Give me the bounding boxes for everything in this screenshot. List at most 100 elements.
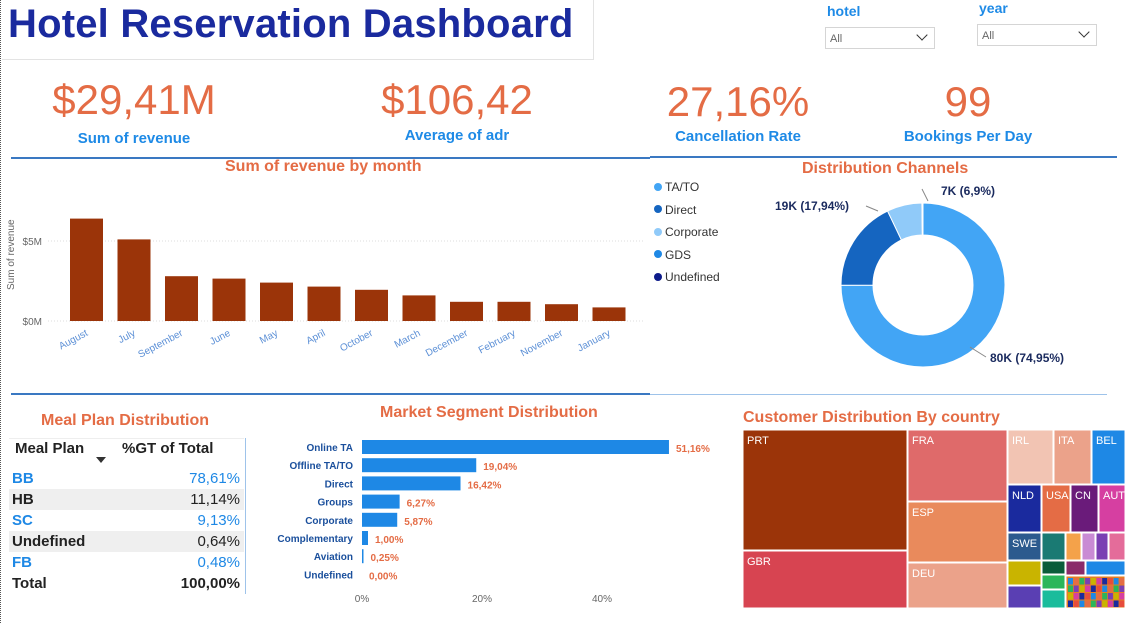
revenue-bar[interactable]	[70, 218, 103, 321]
segment-bar[interactable]	[362, 458, 477, 473]
treemap-cell[interactable]	[1090, 585, 1096, 593]
table-row[interactable]: FB 0,48%	[9, 552, 244, 573]
treemap-cell[interactable]	[1107, 593, 1113, 600]
treemap-cell[interactable]	[1007, 430, 1054, 485]
revenue-bar[interactable]	[307, 286, 341, 321]
revenue-bar[interactable]	[592, 307, 626, 321]
hotel-filter-dropdown[interactable]: All	[825, 27, 935, 49]
meal-plan-column-header[interactable]: Meal Plan	[15, 440, 85, 457]
treemap-cell[interactable]	[1108, 532, 1125, 561]
table-row[interactable]: HB 11,14%	[9, 489, 244, 510]
treemap-cell[interactable]	[1102, 585, 1108, 593]
treemap-cell[interactable]	[1113, 593, 1119, 600]
revenue-bar[interactable]	[402, 295, 436, 321]
treemap-cell[interactable]	[1113, 600, 1119, 608]
treemap-cell[interactable]	[1079, 578, 1085, 585]
revenue-bar[interactable]	[260, 282, 293, 321]
treemap-cell[interactable]	[1085, 578, 1091, 585]
treemap-cell[interactable]	[1053, 430, 1092, 485]
treemap-cell[interactable]	[1085, 560, 1125, 576]
table-row[interactable]: SC 9,13%	[9, 510, 244, 531]
treemap-cell[interactable]	[1090, 593, 1096, 600]
segment-bar[interactable]	[362, 512, 398, 527]
segment-bar[interactable]	[362, 531, 368, 545]
treemap-cell[interactable]	[1113, 578, 1119, 585]
treemap-cell[interactable]	[1119, 600, 1125, 608]
treemap-cell[interactable]	[1068, 585, 1073, 593]
segment-bar[interactable]	[362, 476, 461, 491]
treemap-cell[interactable]	[907, 501, 1008, 563]
treemap-cell[interactable]	[1085, 593, 1091, 600]
revenue-bar[interactable]	[545, 304, 578, 321]
treemap-cell[interactable]	[1065, 560, 1086, 576]
revenue-bar[interactable]	[117, 239, 151, 321]
treemap-cell[interactable]	[1085, 600, 1091, 608]
revenue-bar[interactable]	[450, 301, 483, 321]
treemap-cell[interactable]	[1090, 600, 1096, 608]
treemap-cell[interactable]	[1079, 593, 1085, 600]
treemap-cell[interactable]	[1068, 578, 1073, 585]
treemap-cell[interactable]	[1102, 578, 1108, 585]
treemap-cell[interactable]	[1096, 578, 1102, 585]
revenue-bar[interactable]	[497, 301, 531, 321]
treemap-cell[interactable]	[1041, 484, 1071, 533]
segment-bar[interactable]	[362, 440, 669, 454]
treemap-cell[interactable]	[1041, 532, 1066, 561]
table-row[interactable]: Undefined 0,64%	[9, 531, 244, 552]
treemap-cell[interactable]	[1107, 585, 1113, 593]
treemap-cell[interactable]	[1065, 532, 1082, 561]
treemap-cell[interactable]	[1007, 532, 1042, 561]
treemap-cell[interactable]	[1096, 600, 1102, 608]
treemap-cell[interactable]	[1068, 600, 1073, 608]
revenue-bar[interactable]	[355, 289, 388, 321]
treemap-cell[interactable]	[1073, 600, 1079, 608]
treemap-cell[interactable]	[1119, 593, 1125, 600]
treemap-cell[interactable]	[1007, 560, 1042, 586]
pct-column-header[interactable]: %GT of Total	[122, 440, 214, 457]
segment-bar[interactable]	[362, 549, 364, 564]
treemap-cell[interactable]	[1079, 585, 1085, 593]
segment-bar[interactable]	[362, 494, 400, 509]
treemap-cell[interactable]	[1085, 585, 1091, 593]
legend-item-direct[interactable]: Direct	[654, 203, 720, 226]
treemap-cell[interactable]	[1007, 585, 1042, 608]
treemap-cell[interactable]	[1073, 593, 1079, 600]
legend-item-corporate[interactable]: Corporate	[654, 225, 720, 248]
treemap-cell[interactable]	[1102, 593, 1108, 600]
year-filter-dropdown[interactable]: All	[977, 24, 1097, 46]
treemap-cell[interactable]	[907, 562, 1008, 608]
treemap-cell[interactable]	[1113, 585, 1119, 593]
legend-item-gds[interactable]: GDS	[654, 248, 720, 271]
treemap-cell[interactable]	[1073, 585, 1079, 593]
treemap-cell[interactable]	[1073, 578, 1079, 585]
treemap-cell[interactable]	[1041, 560, 1066, 575]
treemap-cell[interactable]	[1091, 430, 1125, 485]
legend-item-undefined[interactable]: Undefined	[654, 270, 720, 293]
revenue-bar[interactable]	[165, 276, 198, 321]
treemap-cell[interactable]	[1079, 600, 1085, 608]
treemap-cell[interactable]	[907, 430, 1008, 502]
treemap-cell[interactable]	[1090, 578, 1096, 585]
treemap-cell[interactable]	[743, 550, 908, 608]
revenue-bar[interactable]	[212, 278, 246, 321]
treemap-cell[interactable]	[1007, 484, 1042, 533]
treemap-cell[interactable]	[1095, 532, 1109, 561]
treemap-cell[interactable]	[1041, 574, 1066, 590]
treemap-cell[interactable]	[1107, 600, 1113, 608]
table-row[interactable]: BB 78,61%	[9, 468, 244, 489]
treemap-cell[interactable]	[1041, 589, 1066, 608]
donut-slice[interactable]	[840, 202, 1006, 368]
treemap-cell[interactable]	[1081, 532, 1096, 561]
treemap-cell[interactable]	[1102, 600, 1108, 608]
treemap-cell[interactable]	[1098, 484, 1125, 533]
sort-down-icon[interactable]	[96, 457, 106, 463]
treemap-cell[interactable]	[1107, 578, 1113, 585]
treemap-cell[interactable]	[1119, 578, 1125, 585]
donut-slice[interactable]	[840, 210, 903, 286]
treemap-cell[interactable]	[1070, 484, 1099, 533]
treemap-cell[interactable]	[1119, 585, 1125, 593]
treemap-cell[interactable]	[1096, 585, 1102, 593]
treemap-cell[interactable]	[1096, 593, 1102, 600]
legend-item-tato[interactable]: TA/TO	[654, 180, 720, 203]
treemap-cell[interactable]	[1068, 593, 1073, 600]
